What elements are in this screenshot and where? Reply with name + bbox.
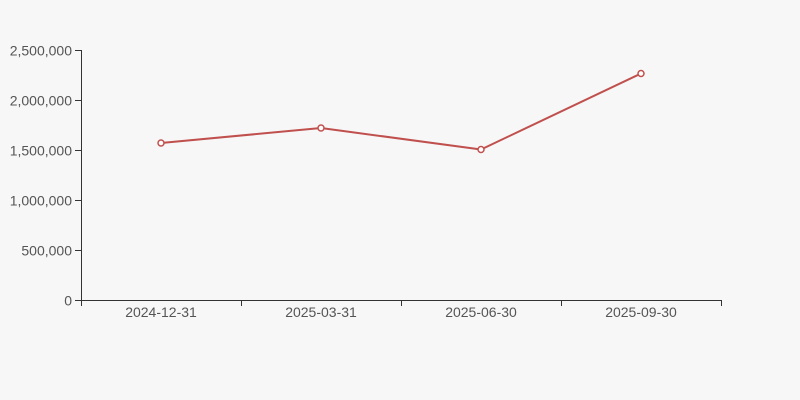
x-tick-label: 2025-06-30 [445, 304, 517, 320]
x-tick-label: 2025-03-31 [285, 304, 357, 320]
data-point-marker[interactable] [157, 139, 165, 147]
y-tick-label: 0 [64, 293, 72, 309]
data-point-marker[interactable] [317, 124, 325, 132]
x-tick-label: 2024-12-31 [125, 304, 197, 320]
series-line [160, 72, 642, 151]
y-tick-label: 2,500,000 [10, 43, 72, 59]
y-tick-label: 1,000,000 [10, 193, 72, 209]
y-tick-label: 2,000,000 [10, 93, 72, 109]
y-tick-label: 1,500,000 [10, 143, 72, 159]
data-point-marker[interactable] [477, 145, 485, 154]
y-tick-label: 500,000 [21, 243, 72, 259]
data-point-marker[interactable] [637, 69, 645, 78]
x-tick-label: 2025-09-30 [605, 304, 677, 320]
